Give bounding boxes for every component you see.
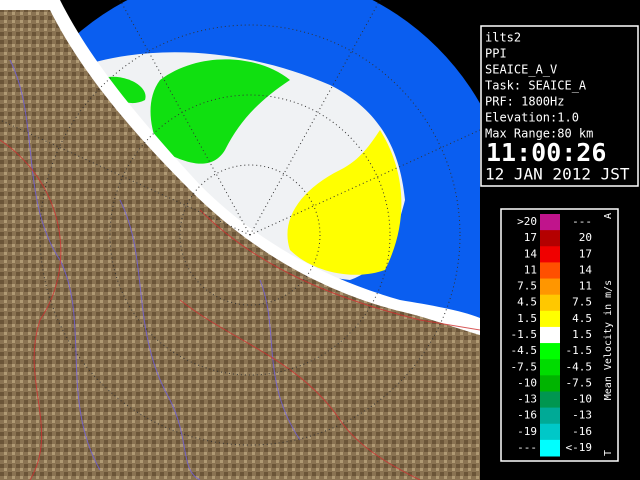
- color-swatch: [540, 246, 560, 263]
- legend-right-label: 7.5: [572, 296, 592, 309]
- legend-right-label: 20: [579, 231, 592, 244]
- legend-right-label: 17: [579, 247, 592, 260]
- legend-left-label: 17: [524, 231, 537, 244]
- legend-top-mark: A: [603, 213, 614, 219]
- info-line: Elevation:1.0: [485, 111, 579, 125]
- color-swatch: [540, 262, 560, 280]
- color-swatch: [540, 214, 560, 231]
- color-swatch: [540, 326, 560, 344]
- color-swatch: [540, 359, 560, 376]
- color-swatch: [540, 343, 560, 360]
- legend-left-label: -13: [517, 393, 537, 406]
- terrain: [0, 10, 480, 480]
- color-swatch: [540, 310, 560, 328]
- color-swatch: [540, 423, 560, 441]
- legend-left-label: 14: [524, 247, 538, 260]
- legend-right-label: 4.5: [572, 312, 592, 325]
- radar-map: [0, 0, 480, 480]
- legend-left-label: 1.5: [517, 312, 537, 325]
- info-line: SEAICE_A_V: [485, 63, 557, 77]
- legend-left-label: -4.5: [511, 344, 538, 357]
- legend-left-label: -16: [517, 409, 537, 422]
- legend-left-label: >20: [517, 215, 537, 228]
- legend-title: Mean Velocity in m/s: [603, 280, 614, 400]
- echo-green: [150, 59, 290, 164]
- legend-right-label: -4.5: [566, 360, 593, 373]
- legend-right-label: 11: [579, 280, 592, 293]
- legend-left-label: -7.5: [511, 360, 538, 373]
- echo-yellow: [287, 130, 402, 275]
- legend-right-label: -16: [572, 425, 592, 438]
- velocity-legend: >20 --- 17 20 14 17 11 14 7.5 11 4.5 7.5 1.5 4.5 -1.5 1…: [511, 213, 614, 457]
- legend-left-label: 4.5: [517, 296, 537, 309]
- legend-left-label: -10: [517, 376, 537, 389]
- info-line: PRF: 1800Hz: [485, 95, 564, 109]
- legend-bottom-mark: T: [603, 450, 614, 456]
- info-line: Task: SEAICE_A: [485, 79, 587, 93]
- clock-date: 12 JAN 2012 JST: [485, 165, 630, 184]
- legend-right-label: 14: [579, 263, 593, 276]
- info-line: PPI: [485, 47, 507, 61]
- legend-right-label: -7.5: [566, 376, 593, 389]
- color-swatch: [540, 278, 560, 296]
- info-text: ilts2 PPI SEAICE_A_V Task: SEAICE_A PRF: 180…: [485, 31, 630, 184]
- roads: [0, 139, 480, 480]
- legend-right-label: 1.5: [572, 328, 592, 341]
- color-swatch: [540, 391, 560, 409]
- legend-left-label: -19: [517, 425, 537, 438]
- legend-right-label: -1.5: [566, 344, 593, 357]
- color-swatch: [540, 439, 560, 457]
- info-panel: [480, 25, 639, 187]
- clock-time: 11:00:26: [486, 138, 606, 167]
- legend-left-label: 11: [524, 263, 537, 276]
- legend-left-label: -1.5: [511, 328, 538, 341]
- legend-right-label: -10: [572, 393, 592, 406]
- info-line: ilts2: [485, 31, 521, 45]
- legend-left-label: 7.5: [517, 280, 537, 293]
- range-rings: [0, 0, 480, 446]
- legend-right-label: -13: [572, 409, 592, 422]
- legend-right-label: <-19: [566, 441, 593, 454]
- color-swatch: [540, 375, 560, 392]
- color-swatch: [540, 230, 560, 247]
- legend-left-label: ---: [517, 441, 537, 454]
- legend-right-label: ---: [572, 215, 592, 228]
- color-swatch: [540, 407, 560, 425]
- color-swatch: [540, 294, 560, 312]
- info-line: Max Range:80 km: [485, 127, 593, 141]
